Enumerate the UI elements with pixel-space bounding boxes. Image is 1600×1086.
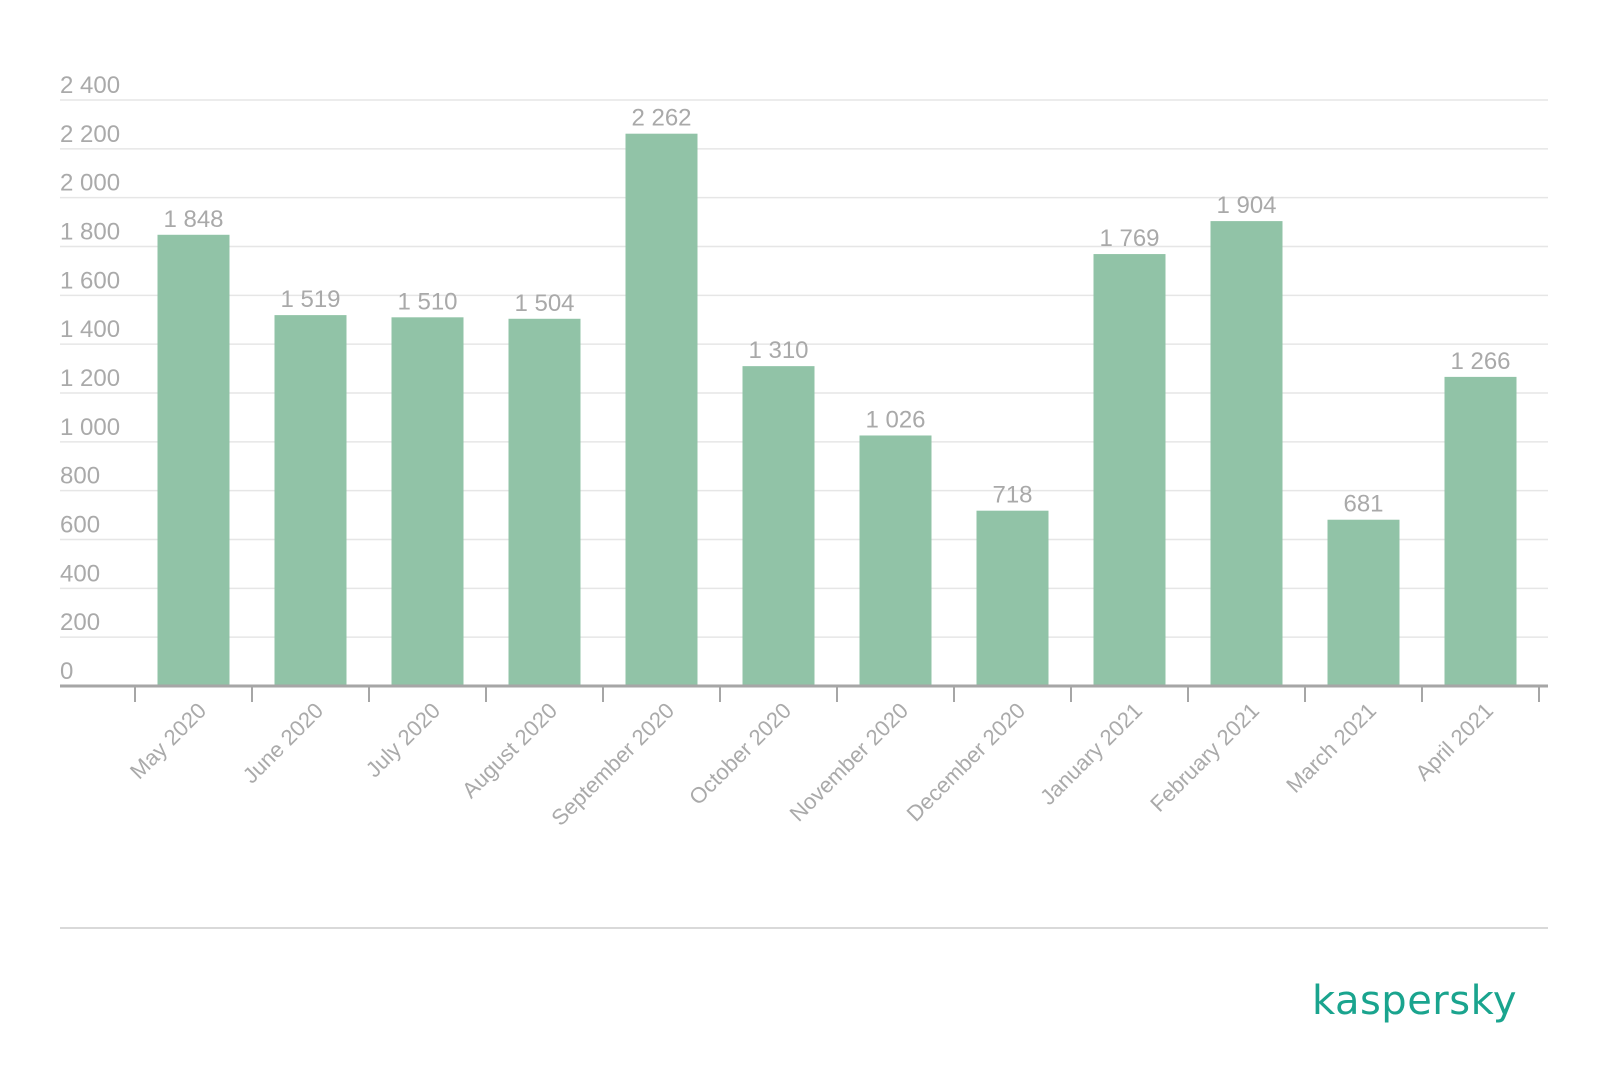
data-label: 1 510 <box>397 288 457 315</box>
data-label: 1 904 <box>1216 192 1276 219</box>
data-label: 1 026 <box>865 406 925 433</box>
bar <box>859 435 932 686</box>
x-tick-label: January 2021 <box>1035 698 1147 810</box>
data-label: 1 519 <box>280 286 340 313</box>
y-tick-label: 600 <box>60 512 100 539</box>
x-tick-label: June 2020 <box>238 698 328 788</box>
y-tick-label: 800 <box>60 463 100 490</box>
y-tick-label: 1 200 <box>60 365 120 392</box>
y-tick-label: 200 <box>60 609 100 636</box>
data-label: 1 266 <box>1450 348 1510 375</box>
bar <box>1327 519 1400 686</box>
bar <box>391 317 464 686</box>
x-tick-label: April 2021 <box>1410 698 1498 786</box>
data-label: 1 504 <box>514 290 574 317</box>
bar <box>625 133 698 686</box>
data-label: 1 310 <box>748 337 808 364</box>
bar <box>742 366 815 686</box>
y-tick-label: 1 600 <box>60 267 120 294</box>
x-tick-label: November 2020 <box>785 698 913 826</box>
x-axis-tick-labels: May 2020 June 2020 July 2020 August 2020Sep… <box>125 698 1498 831</box>
data-labels: 1 848 1 519 1 510 1 504 2 262 1 310 1 026 718 1 … <box>163 105 1510 518</box>
y-tick-label: 400 <box>60 560 100 587</box>
x-tick-label: August 2020 <box>457 698 562 803</box>
y-tick-label: 2 200 <box>60 121 120 148</box>
x-axis-ticks <box>134 686 1540 702</box>
data-label: 1 769 <box>1099 225 1159 252</box>
y-tick-label: 2 000 <box>60 170 120 197</box>
data-label: 718 <box>992 482 1032 509</box>
x-tick-label: October 2020 <box>684 698 796 810</box>
x-tick-label: February 2021 <box>1145 698 1264 817</box>
y-tick-label: 1 000 <box>60 414 120 441</box>
y-tick-label: 0 <box>60 658 73 685</box>
data-label: 1 848 <box>163 206 223 233</box>
data-label: 2 262 <box>631 105 691 132</box>
bar <box>157 234 230 686</box>
bar <box>976 510 1049 686</box>
y-tick-label: 1 400 <box>60 316 120 343</box>
footer-divider <box>60 927 1548 929</box>
y-axis-tick-labels: 0 200 400 600 800 1 000 1 200 1 400 1 600 1 800 2 … <box>60 72 120 685</box>
kaspersky-logo: kaspersky <box>1311 978 1517 1024</box>
bar <box>1210 221 1283 686</box>
bar <box>1444 376 1517 686</box>
bar <box>1093 254 1166 687</box>
x-tick-label: March 2021 <box>1281 698 1381 798</box>
x-tick-label: December 2020 <box>902 698 1030 826</box>
x-tick-label: May 2020 <box>125 698 211 784</box>
x-tick-label: July 2020 <box>361 698 445 782</box>
y-tick-label: 1 800 <box>60 219 120 246</box>
bars <box>157 133 1517 687</box>
bar <box>274 315 347 686</box>
x-tick-label: September 2020 <box>546 698 679 831</box>
y-tick-label: 2 400 <box>60 72 120 99</box>
data-label: 681 <box>1343 491 1383 518</box>
bar <box>508 318 581 686</box>
